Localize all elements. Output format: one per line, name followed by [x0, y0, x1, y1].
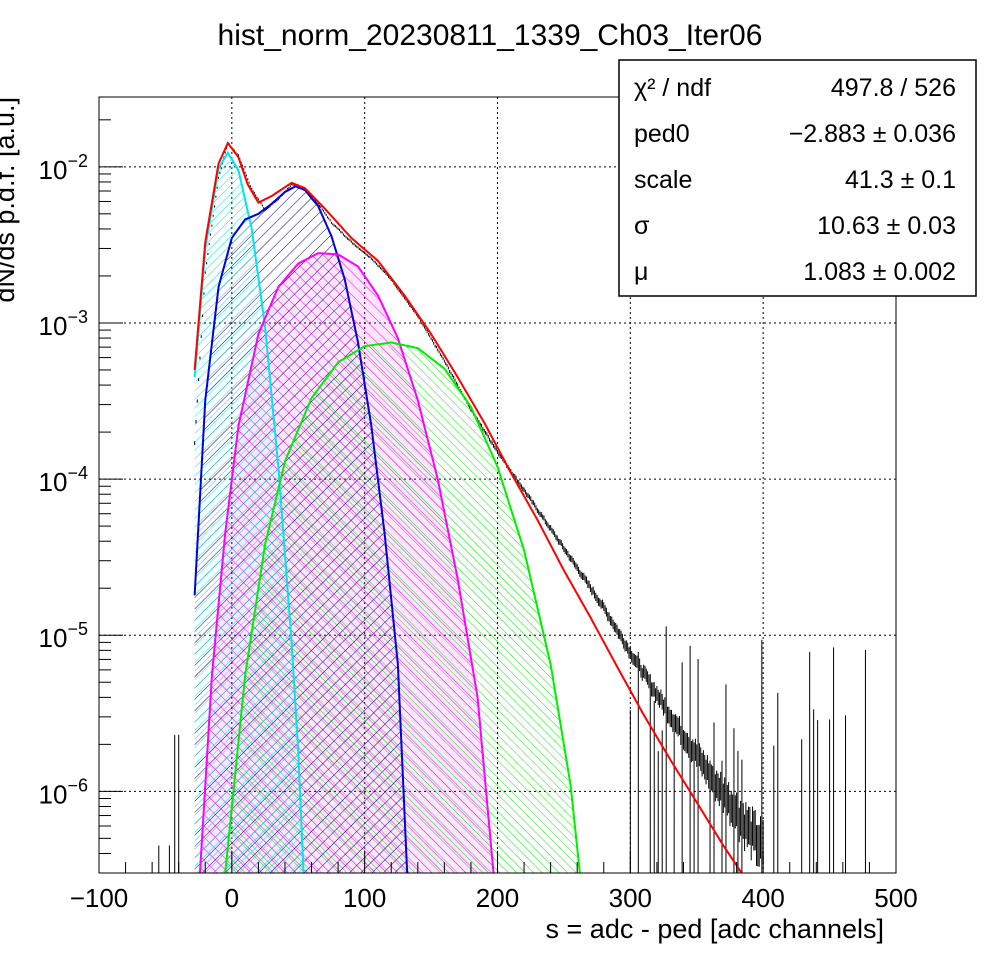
y-tick-label: 10−6 [39, 775, 88, 809]
stats-box: χ² / ndf 497.8 / 526 ped0 −2.883 ± 0.036 sca… [618, 59, 977, 297]
y-tick-label: 10−3 [39, 307, 88, 341]
component-curve [198, 252, 495, 873]
stats-param-value: 41.3 ± 0.1 [845, 166, 956, 194]
y-axis-label: dN/ds p.d.f. [a.u.] [0, 97, 20, 303]
stats-param-name: σ [634, 212, 650, 240]
x-axis-label: s = adc - ped [adc channels] [546, 914, 884, 944]
stats-param-value: 10.63 ± 0.03 [817, 212, 956, 240]
y-axis: 10−2 10−3 10−4 10−5 10−6 [39, 119, 123, 874]
chart-title: hist_norm_20230811_1339_Ch03_Iter06 [218, 19, 763, 52]
x-axis: −100 0 100 200 300 400 500 [70, 851, 918, 913]
x-tick-label: 100 [343, 883, 386, 913]
stats-param-value: −2.883 ± 0.036 [789, 120, 956, 148]
x-tick-label: 500 [874, 883, 917, 913]
component-fills [194, 152, 580, 873]
stats-param-name: μ [634, 258, 648, 286]
component-curve [193, 185, 409, 873]
fit-curves [193, 141, 743, 873]
component-hatch [194, 152, 304, 873]
component-curve [224, 341, 581, 873]
stats-param-name: scale [634, 166, 692, 194]
y-tick-label: 10−4 [39, 463, 88, 497]
x-tick-label: 400 [741, 883, 784, 913]
y-tick-label: 10−2 [39, 151, 88, 185]
stats-param-name: ped0 [634, 120, 690, 148]
stats-param-value: 497.8 / 526 [831, 74, 956, 102]
x-tick-label: 200 [476, 883, 519, 913]
stats-param-name: χ² / ndf [634, 74, 711, 102]
x-tick-label: 300 [609, 883, 652, 913]
stats-param-value: 1.083 ± 0.002 [803, 258, 956, 286]
y-tick-label: 10−5 [39, 619, 88, 653]
total-fit-curve [193, 141, 743, 873]
x-tick-label: 0 [225, 883, 239, 913]
x-tick-label: −100 [70, 883, 129, 913]
